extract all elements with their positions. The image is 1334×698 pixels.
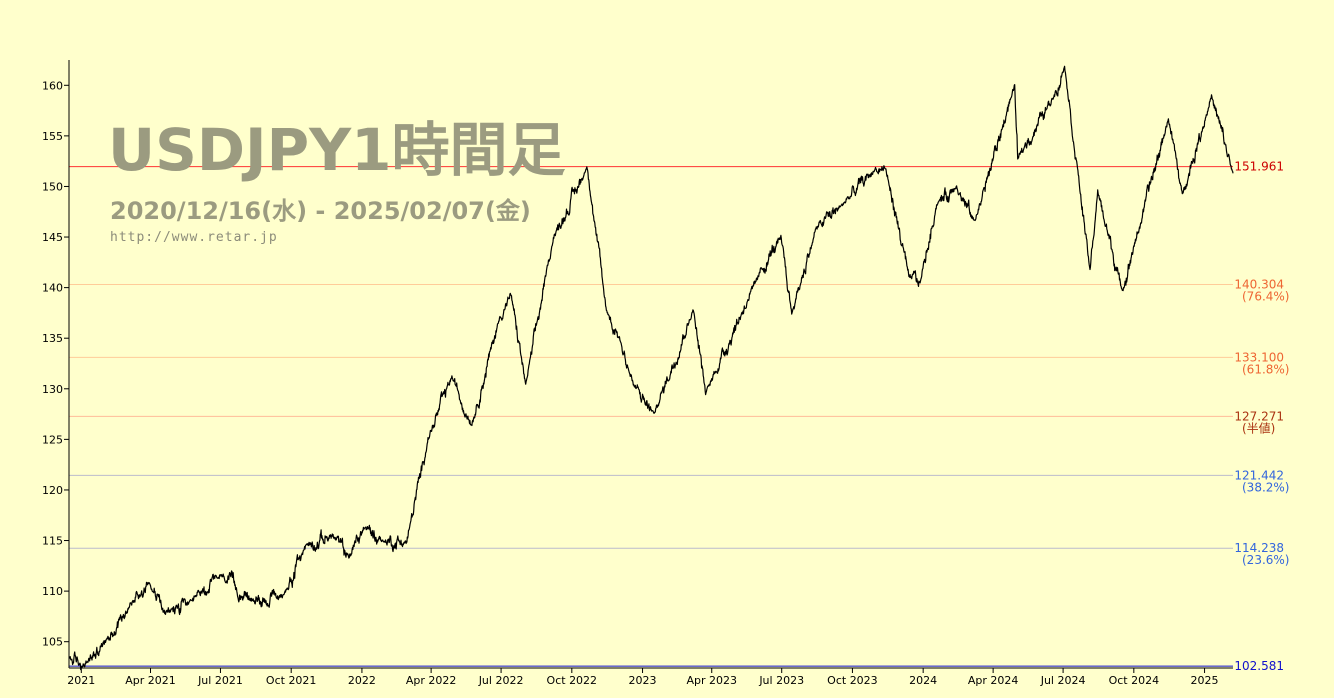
x-tick-label: Oct 2023	[827, 674, 878, 687]
y-tick-label: 125	[42, 433, 63, 446]
x-tick-label: Apr 2023	[686, 674, 737, 687]
level-value-label: 151.961	[1234, 160, 1284, 174]
y-tick-label: 140	[42, 282, 63, 295]
y-tick-label: 155	[42, 130, 63, 143]
level-percent-label: (23.6%)	[1242, 553, 1289, 567]
x-tick-label: Apr 2022	[406, 674, 457, 687]
y-tick-label: 120	[42, 484, 63, 497]
level-value-label: 102.581	[1234, 659, 1284, 673]
level-value-label: 140.304	[1234, 278, 1284, 292]
y-tick-label: 110	[42, 585, 63, 598]
axes	[68, 60, 1233, 669]
site-url: http://www.retar.jp	[110, 230, 278, 245]
level-value-label: 127.271	[1234, 409, 1284, 423]
level-percent-label: (61.8%)	[1242, 362, 1289, 376]
x-tick-label: Apr 2024	[968, 674, 1019, 687]
chart-subtitle: 2020/12/16(水) - 2025/02/07(金)	[110, 197, 531, 225]
level-value-label: 121.442	[1234, 468, 1284, 482]
y-tick-label: 160	[42, 79, 63, 92]
level-percent-label: (76.4%)	[1242, 290, 1289, 304]
x-ticks: 2021 Apr 2021 Jul 2021 Oct 2021 2022 Apr 2022…	[67, 668, 1219, 687]
x-tick-label: Jul 2024	[1040, 674, 1086, 687]
x-tick-label: Oct 2022	[547, 674, 598, 687]
y-tick-label: 105	[42, 636, 63, 649]
price-series	[68, 65, 1234, 671]
fib-levels: 151.961 140.304(76.4%) 133.100(61.8%) 127.2…	[69, 160, 1289, 673]
y-tick-label: 115	[42, 535, 63, 548]
x-tick-label: Jul 2023	[758, 674, 804, 687]
y-tick-label: 130	[42, 383, 63, 396]
level-percent-label: (半値)	[1242, 420, 1275, 435]
x-tick-label: Apr 2021	[125, 674, 176, 687]
level-value-label: 114.238	[1234, 541, 1284, 555]
y-tick-label: 135	[42, 332, 63, 345]
x-tick-label: 2025	[1191, 674, 1219, 687]
y-ticks: 105 110 115 120 125 130 135 140 145 150 155 160	[42, 79, 69, 649]
x-tick-label: 2023	[629, 674, 657, 687]
y-tick-label: 150	[42, 180, 63, 193]
level-value-label: 133.100	[1234, 350, 1284, 364]
y-tick-label: 145	[42, 231, 63, 244]
x-tick-label: Oct 2021	[266, 674, 317, 687]
x-tick-label: Jul 2021	[197, 674, 243, 687]
level-percent-label: (38.2%)	[1242, 480, 1289, 494]
chart-title: USDJPY1時間足	[108, 116, 565, 184]
x-tick-label: 2021	[67, 674, 95, 687]
x-tick-label: Oct 2024	[1109, 674, 1160, 687]
x-tick-label: Jul 2022	[478, 674, 524, 687]
price-line	[68, 65, 1234, 671]
x-tick-label: 2024	[909, 674, 937, 687]
x-tick-label: 2022	[348, 674, 376, 687]
